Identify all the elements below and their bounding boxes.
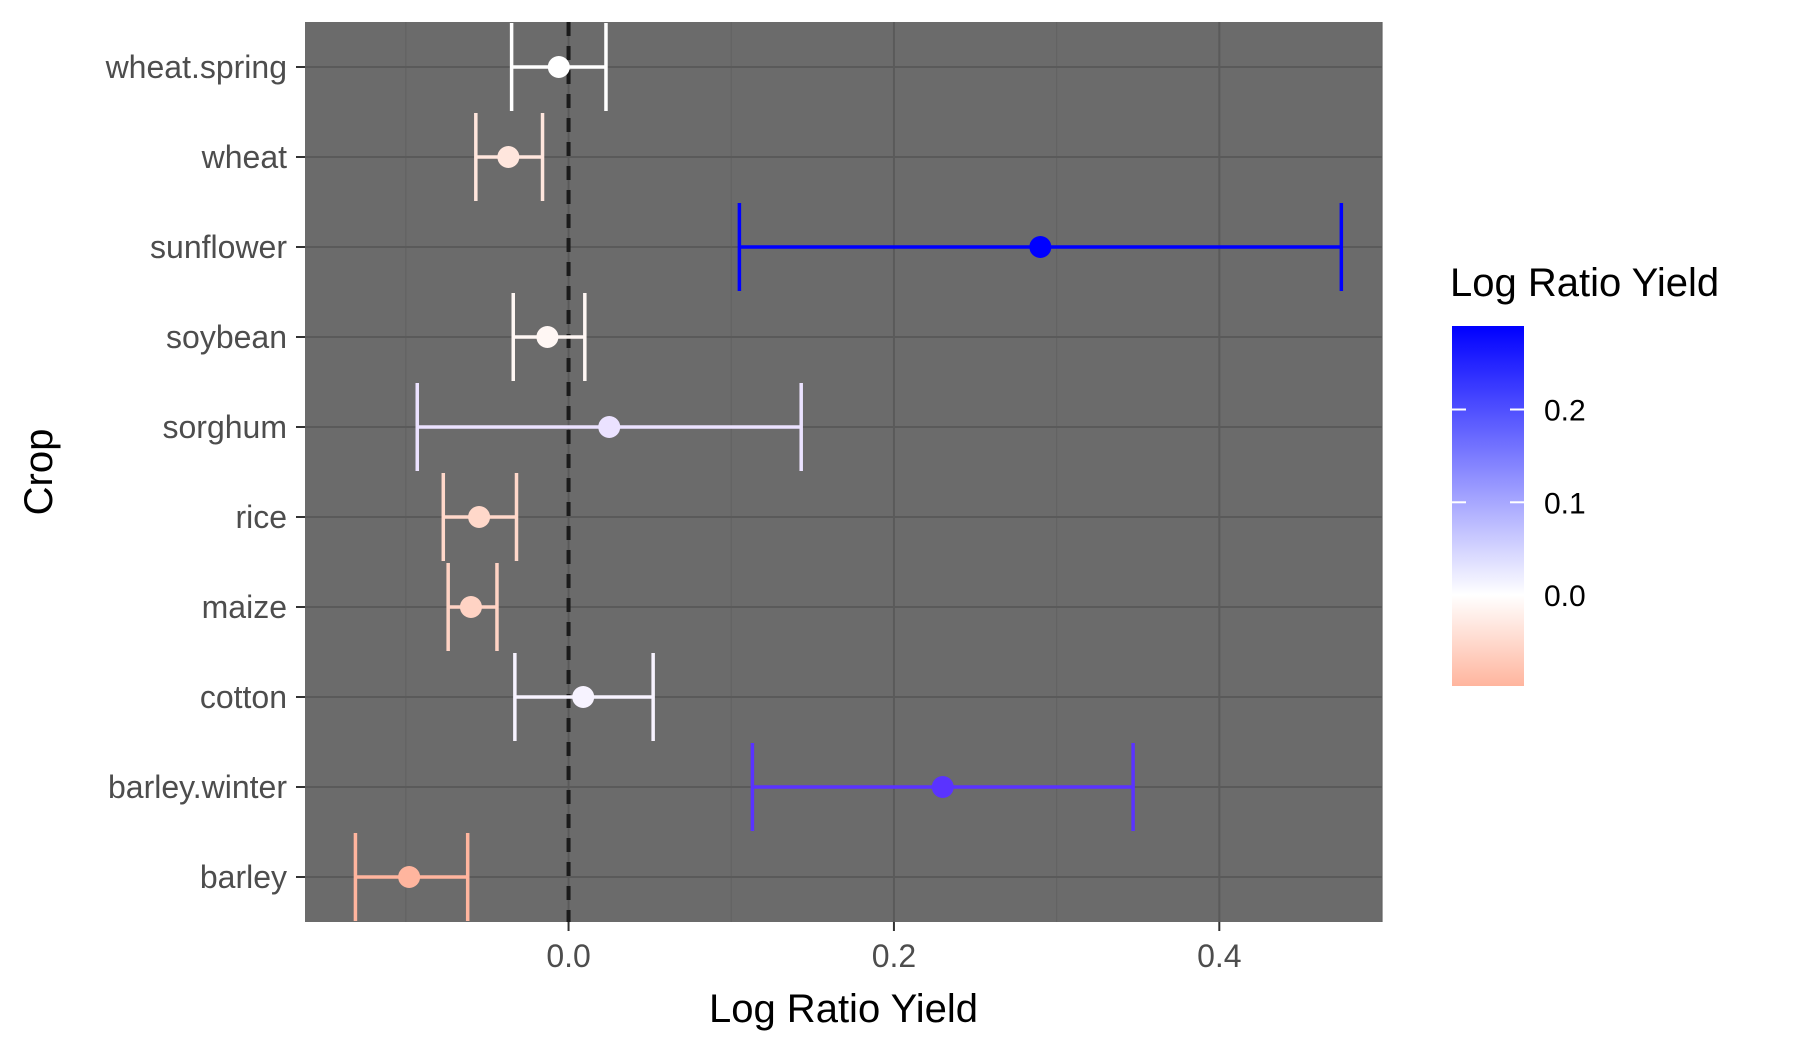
error-bar-group: [353, 833, 470, 921]
error-bar-group: [441, 473, 519, 561]
error-bar-group: [511, 293, 587, 381]
x-axis-title: Log Ratio Yield: [709, 987, 978, 1031]
y-tick-label: rice: [235, 499, 287, 535]
data-point: [598, 416, 621, 438]
y-tick-label: barley: [200, 859, 287, 895]
data-point: [468, 506, 491, 528]
y-tick-label: cotton: [200, 679, 287, 715]
data-point: [536, 326, 559, 348]
legend-title: Log Ratio Yield: [1450, 261, 1719, 305]
y-tick-label: barley.winter: [108, 769, 287, 805]
y-axis: wheat.spring wheat sunflower soybean sorghum…: [105, 49, 305, 895]
y-tick-label: sorghum: [163, 409, 288, 445]
data-point: [1029, 236, 1052, 258]
data-point: [497, 146, 520, 168]
data-marks: [353, 23, 1344, 921]
error-bar-group: [446, 563, 499, 651]
y-axis-title: Crop: [17, 429, 61, 516]
error-bar-group: [513, 653, 655, 741]
error-bar-group: [474, 113, 545, 201]
legend-colorbar: [1452, 326, 1524, 686]
x-tick-label: 0.4: [1197, 938, 1241, 974]
x-tick-label: 0.0: [546, 938, 590, 974]
y-tick-label: maize: [202, 589, 287, 625]
legend-break-label: 0.2: [1544, 395, 1586, 428]
legend-break-label: 0.0: [1544, 580, 1586, 613]
color-legend: Log Ratio Yield 0.0 0.1 0.2: [1450, 261, 1719, 686]
legend-break-label: 0.1: [1544, 487, 1586, 520]
x-axis: 0.0 0.2 0.4: [546, 922, 1242, 974]
y-tick-label: soybean: [166, 319, 287, 355]
error-bar-group: [509, 23, 608, 111]
data-point: [572, 686, 595, 708]
data-point: [931, 776, 954, 798]
data-point: [398, 866, 421, 888]
error-bar-group: [750, 743, 1135, 831]
legend-breaks: 0.0 0.1 0.2: [1452, 395, 1586, 613]
error-bar-group: [415, 383, 803, 471]
error-bar-group: [737, 203, 1344, 291]
plot-panel: [305, 22, 1382, 922]
y-tick-label: wheat: [201, 139, 288, 175]
data-point: [459, 596, 482, 618]
x-tick-label: 0.2: [872, 938, 916, 974]
y-tick-label: sunflower: [150, 229, 287, 265]
y-tick-label: wheat.spring: [105, 49, 287, 85]
data-point: [547, 56, 570, 78]
